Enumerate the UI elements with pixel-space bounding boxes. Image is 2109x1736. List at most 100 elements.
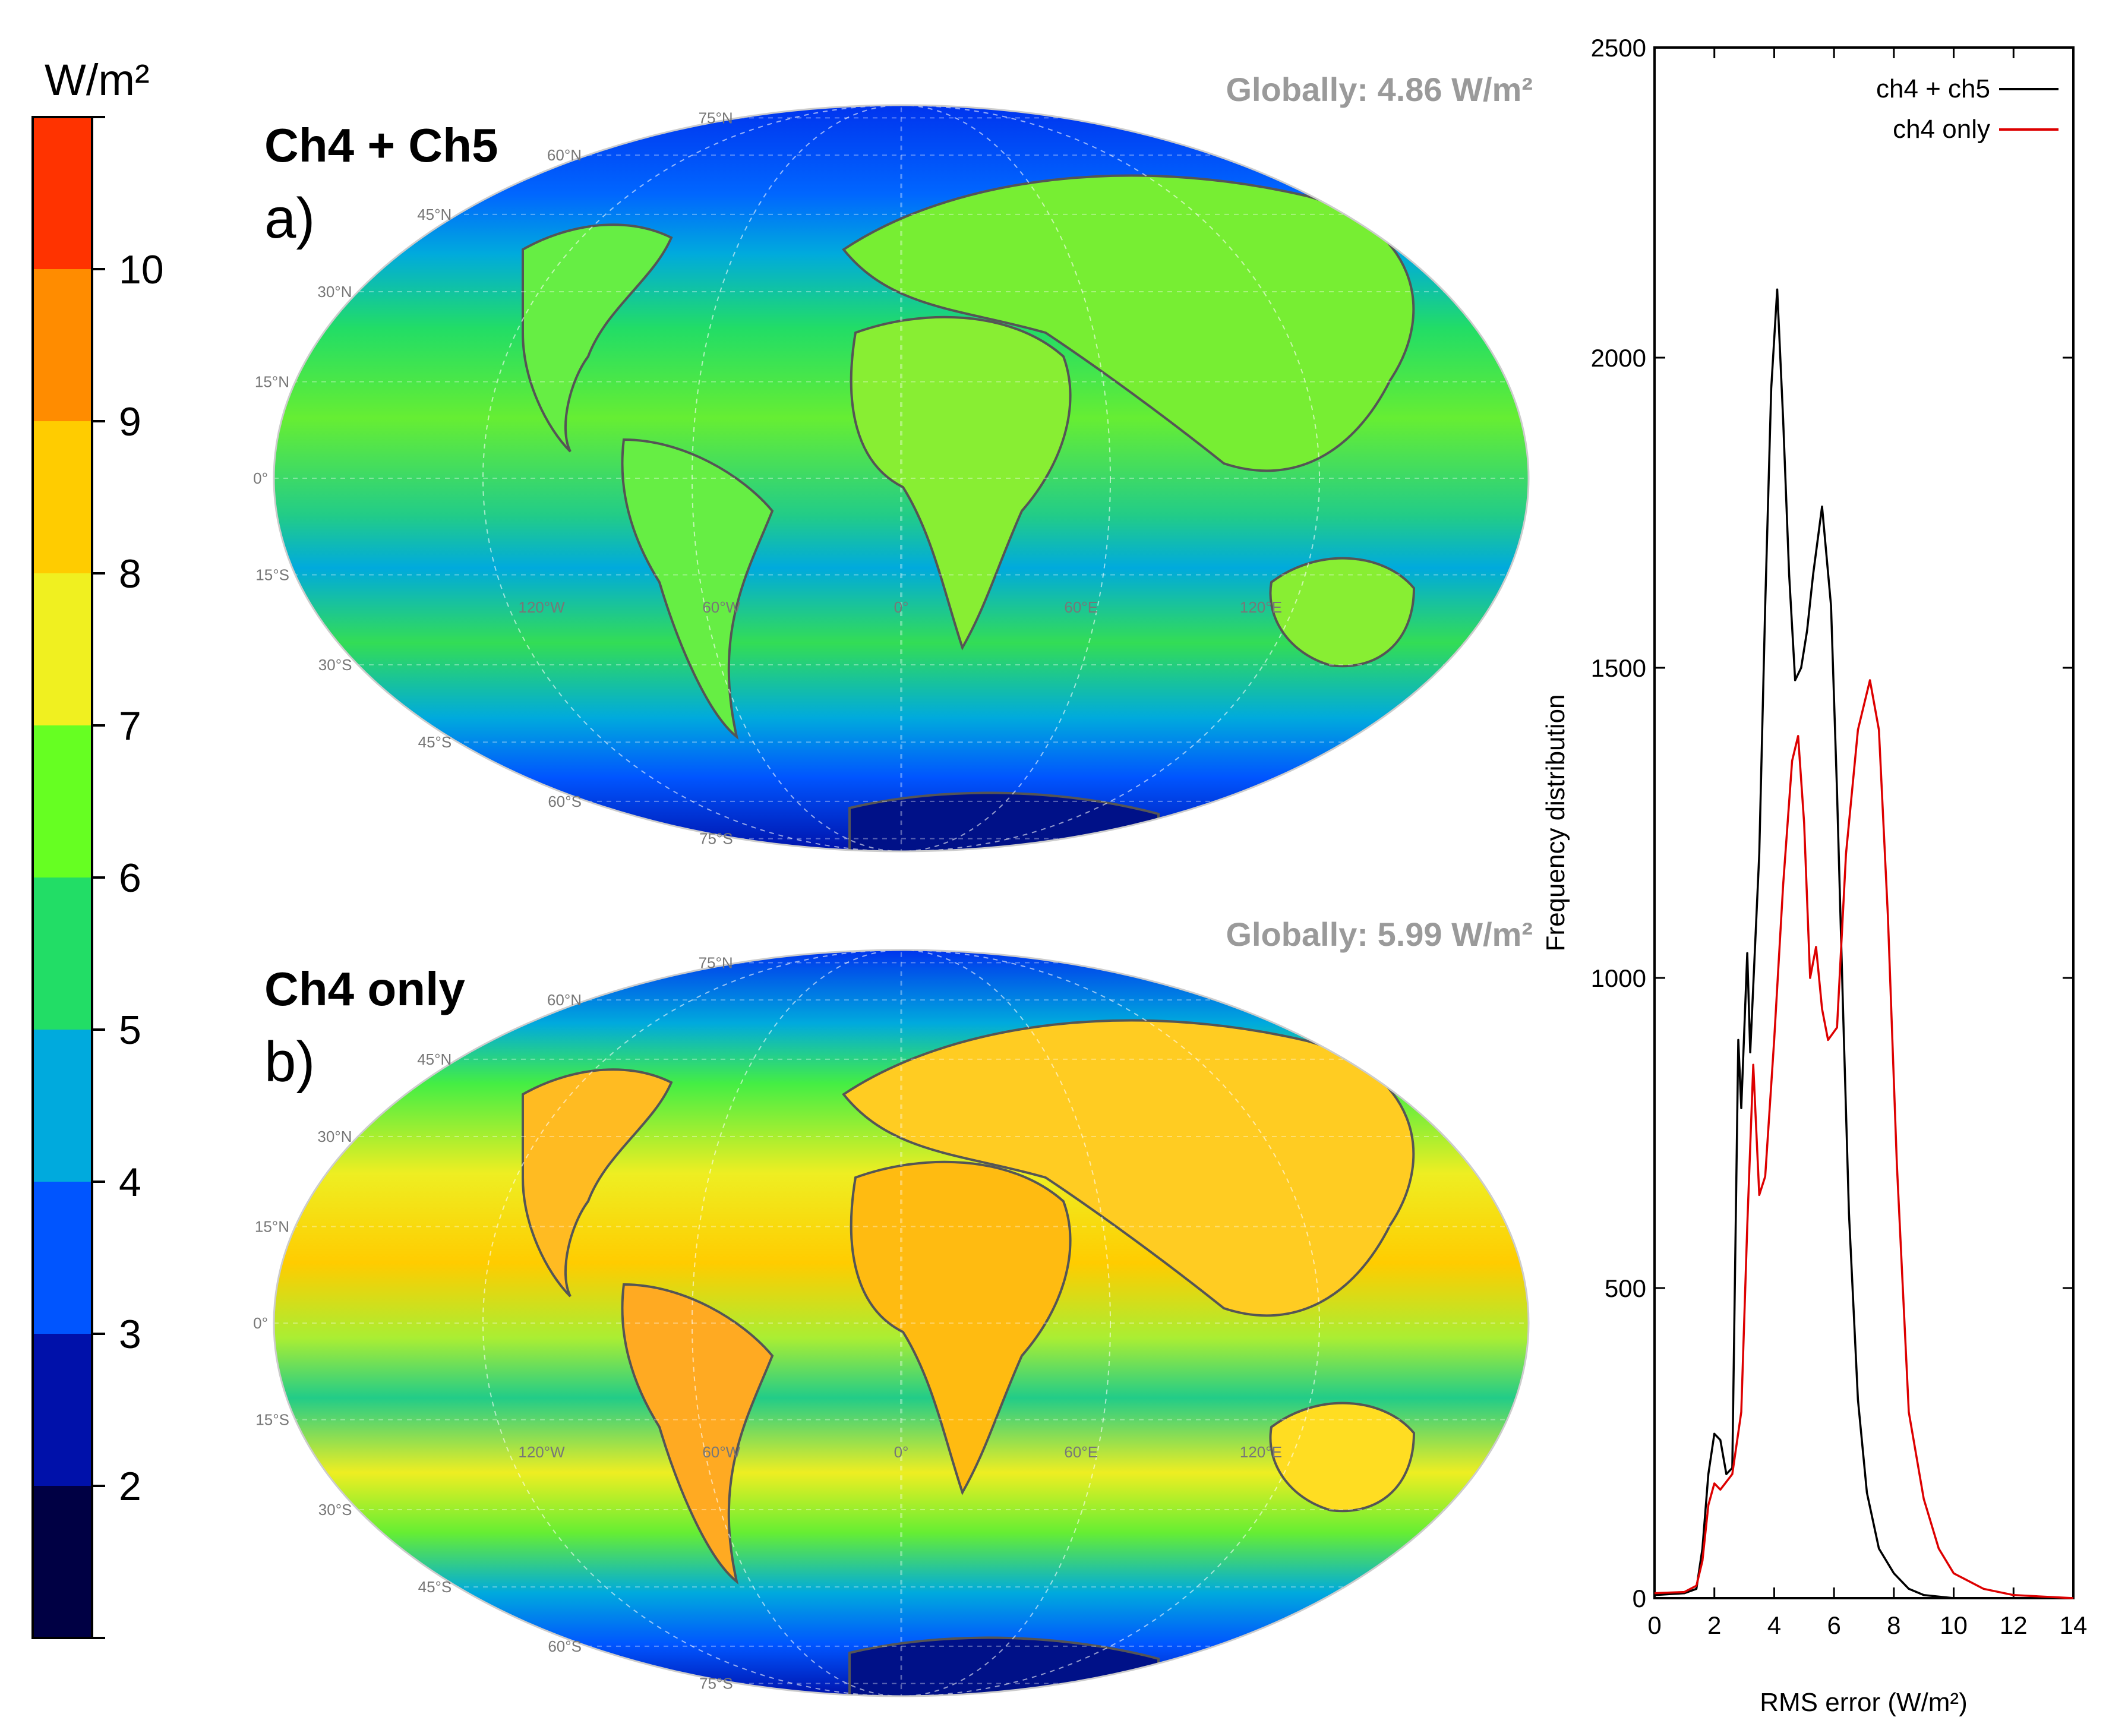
colorbar-segment xyxy=(33,1030,92,1182)
colorbar-unit: W/m² xyxy=(45,55,150,105)
y-tick-label: 1000 xyxy=(1591,964,1646,992)
y-tick-label: 1500 xyxy=(1591,654,1646,682)
lat-label: 30°S xyxy=(318,1501,352,1519)
x-tick-label: 4 xyxy=(1767,1611,1781,1639)
lat-label: 75°N xyxy=(699,109,733,127)
colorbar-segment xyxy=(33,1334,92,1486)
frequency-chart: 0 2 4 6 8 10 12 14 0 500 1000 1500 2000 2500 RMS erro… xyxy=(1541,34,2087,1717)
lat-label: 60°N xyxy=(547,146,582,164)
map-a-global-value: Globally: 4.86 W/m² xyxy=(1226,71,1533,108)
chart-legend: ch4 + ch5 ch4 only xyxy=(1876,74,2059,144)
x-tick-label: 6 xyxy=(1827,1611,1840,1639)
graticule-meridian xyxy=(900,950,902,1696)
map-panel-b: 75°N 60°N 45°N 30°N 15°N 0° 15°S 30°S 45°S 60°S 75… xyxy=(253,916,1533,1697)
map-b-lat-labels: 75°N 60°N 45°N 30°N 15°N 0° 15°S 30°S 45°S 60°S 75… xyxy=(253,954,733,1692)
graticule-meridian xyxy=(692,105,1111,851)
map-b-outline xyxy=(273,949,1530,1697)
south-america xyxy=(621,438,774,740)
lat-label: 60°N xyxy=(547,991,582,1009)
map-a-outline xyxy=(273,104,1530,853)
lon-label: 120°W xyxy=(518,598,565,616)
series-line xyxy=(1654,288,2073,1599)
north-america xyxy=(522,1068,673,1298)
graticule-meridian xyxy=(482,105,1320,851)
lat-label: 75°S xyxy=(699,1675,733,1693)
colorbar-label: 3 xyxy=(119,1312,141,1357)
lon-label: 60°W xyxy=(702,1443,740,1461)
x-tick-label: 10 xyxy=(1940,1611,1968,1639)
colorbar-label: 4 xyxy=(119,1160,141,1205)
lat-label: 15°N xyxy=(255,373,289,390)
lat-label: 45°S xyxy=(418,1578,452,1596)
lat-label: 45°N xyxy=(417,1050,452,1068)
map-a-lon-labels: 120°W 60°W 0° 60°E 120°E xyxy=(518,598,1282,616)
australia xyxy=(1269,1402,1416,1513)
map-b-global-value: Globally: 5.99 W/m² xyxy=(1226,916,1533,953)
map-b-title: Ch4 only xyxy=(264,962,465,1015)
lat-label: 0° xyxy=(253,1314,268,1332)
lon-label: 60°E xyxy=(1064,598,1098,616)
map-a-panel-label: a) xyxy=(264,187,315,250)
lat-label: 45°N xyxy=(417,206,452,223)
lat-label: 60°S xyxy=(548,1637,582,1655)
graticule-meridian xyxy=(900,105,902,851)
lon-label: 60°E xyxy=(1064,1443,1098,1461)
lat-label: 30°N xyxy=(317,283,352,301)
lon-label: 120°W xyxy=(518,1443,565,1461)
colorbar-segment xyxy=(33,117,92,270)
graticule-meridian xyxy=(482,105,1320,851)
north-america xyxy=(522,223,673,453)
x-tick-label: 14 xyxy=(2060,1611,2088,1639)
colorbar-segment xyxy=(33,421,92,574)
x-tick-label: 2 xyxy=(1707,1611,1721,1639)
colorbar-segment xyxy=(33,573,92,726)
colorbar-segment xyxy=(33,1486,92,1639)
map-a-lat-labels: 75°N 60°N 45°N 30°N 15°N 0° 15°S 30°S 45°S 60°S 75… xyxy=(253,109,733,847)
lat-label: 75°S xyxy=(699,830,733,848)
lat-label: 45°S xyxy=(418,733,452,751)
australia xyxy=(1269,557,1416,668)
colorbar-label: 9 xyxy=(119,399,141,444)
x-tick-label: 0 xyxy=(1647,1611,1661,1639)
y-axis-title: Frequency distribution xyxy=(1541,695,1570,952)
y-tick-label: 500 xyxy=(1605,1274,1646,1302)
lat-label: 15°S xyxy=(255,566,289,584)
colorbar: W/m² 10 9 8 7 6 5 4 3 2 xyxy=(31,55,164,1639)
lat-label: 75°N xyxy=(699,954,733,971)
graticule-meridian xyxy=(692,950,1111,1696)
graticule-meridian xyxy=(692,950,1111,1696)
series-line xyxy=(1654,679,2074,1599)
lat-label: 60°S xyxy=(548,793,582,810)
y-tick-label: 2000 xyxy=(1591,344,1646,372)
x-tick-label: 8 xyxy=(1887,1611,1900,1639)
chart-series xyxy=(1654,288,2074,1599)
graticule-meridian xyxy=(482,950,1320,1696)
lat-label: 0° xyxy=(253,469,268,487)
south-america xyxy=(621,1283,774,1585)
chart-ticks: 0 2 4 6 8 10 12 14 0 500 1000 1500 2000 2500 xyxy=(1591,34,2088,1639)
colorbar-label: 10 xyxy=(119,247,164,292)
colorbar-label: 6 xyxy=(119,856,141,901)
map-b-panel-label: b) xyxy=(264,1030,315,1094)
colorbar-label: 7 xyxy=(119,703,141,749)
legend-label: ch4 only xyxy=(1893,115,1990,144)
lon-label: 60°W xyxy=(702,598,740,616)
plot-frame xyxy=(1653,46,2075,1599)
y-tick-label: 0 xyxy=(1633,1585,1646,1612)
graticule-meridian xyxy=(482,950,1320,1696)
colorbar-label: 5 xyxy=(119,1008,141,1053)
colorbar-segment xyxy=(33,725,92,878)
map-panel-a: 75°N 60°N 45°N 30°N 15°N 0° 15°S 30°S 45°S 60°S 75… xyxy=(253,71,1533,853)
africa xyxy=(850,315,1072,651)
lon-label: 120°E xyxy=(1240,598,1282,616)
lat-label: 30°N xyxy=(317,1128,352,1145)
colorbar-segment xyxy=(33,1182,92,1334)
colorbar-label: 8 xyxy=(119,551,141,596)
lat-label: 15°N xyxy=(255,1217,289,1235)
africa xyxy=(850,1160,1072,1495)
y-tick-label: 2500 xyxy=(1591,34,1646,62)
x-axis-title: RMS error (W/m²) xyxy=(1760,1688,1968,1717)
map-b-lon-labels: 120°W 60°W 0° 60°E 120°E xyxy=(518,1443,1282,1461)
